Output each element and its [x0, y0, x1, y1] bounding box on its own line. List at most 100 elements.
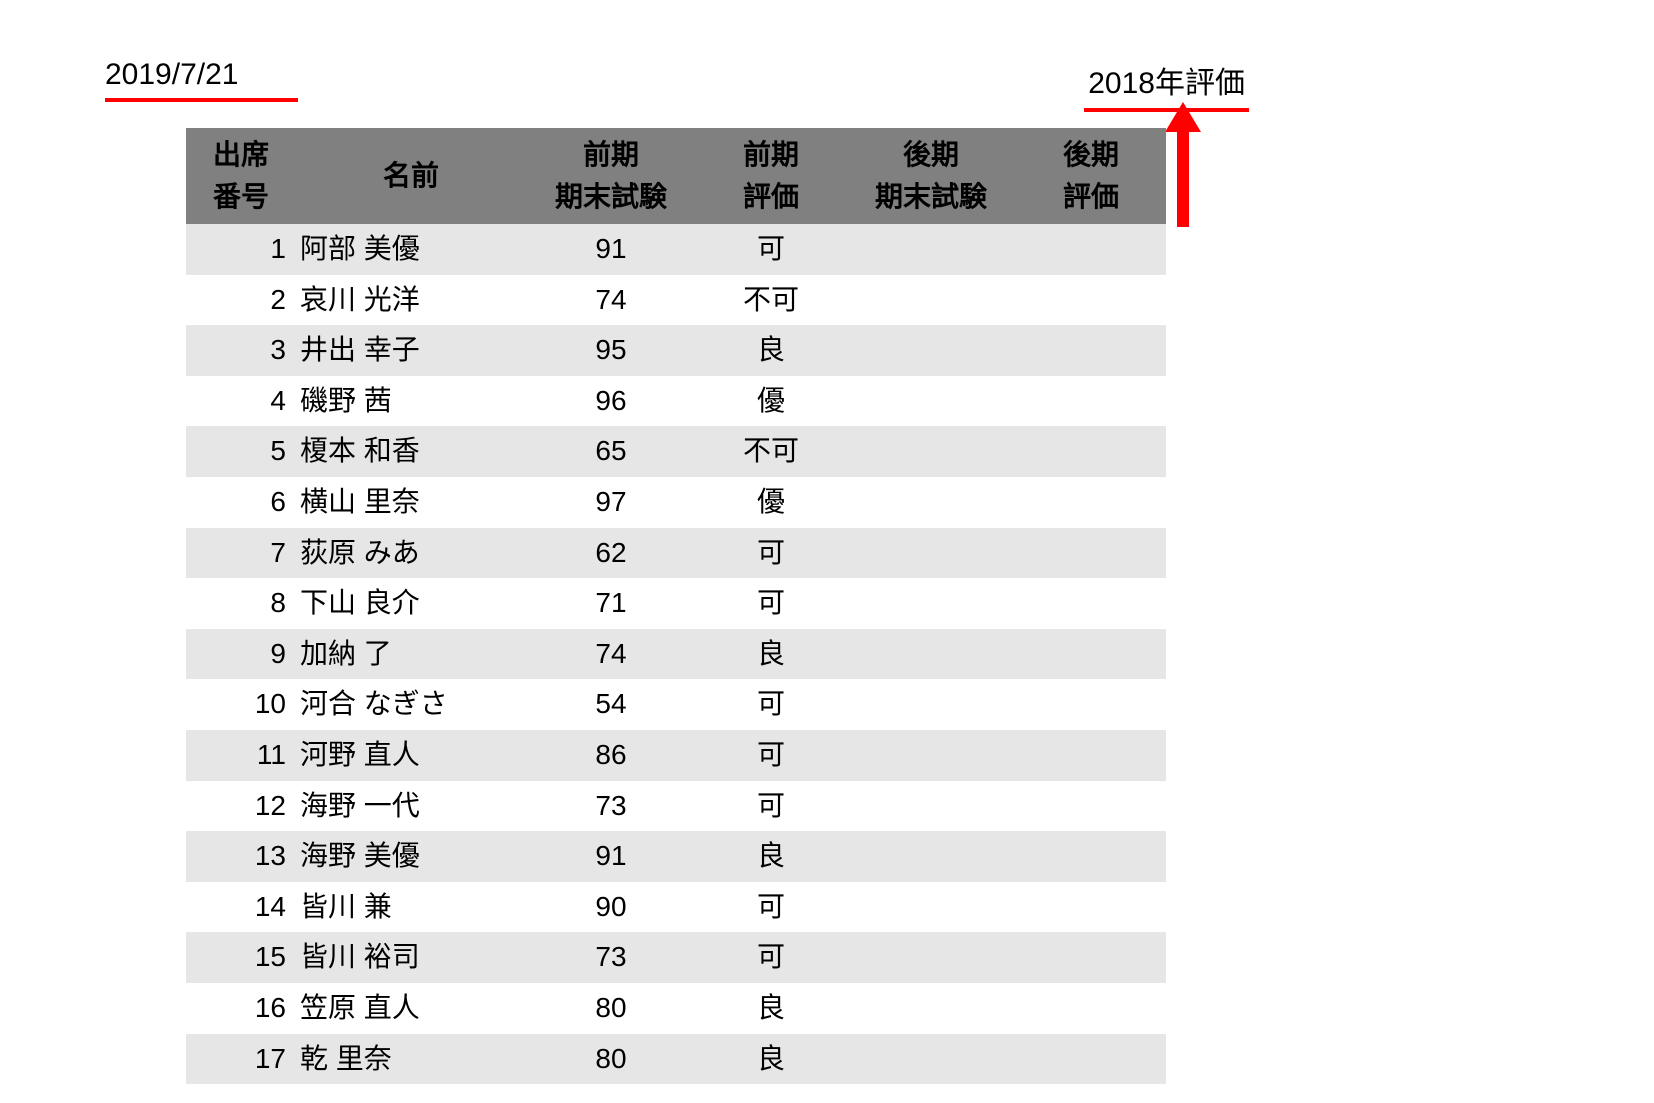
cell-name: 荻原 みあ	[296, 528, 526, 579]
cell-second-grade	[1016, 730, 1166, 781]
cell-first-grade: 可	[696, 781, 846, 832]
cell-first-exam: 54	[526, 679, 696, 730]
cell-second-grade	[1016, 376, 1166, 427]
cell-second-grade	[1016, 882, 1166, 933]
cell-second-grade	[1016, 679, 1166, 730]
col-header-second-grade-text: 後期評価	[1063, 139, 1119, 212]
cell-first-grade: 可	[696, 528, 846, 579]
table-row: 2哀川 光洋74不可	[186, 275, 1166, 326]
cell-second-exam	[846, 578, 1016, 629]
cell-seat-no: 15	[186, 932, 296, 983]
table-row: 6横山 里奈97優	[186, 477, 1166, 528]
table-header-row: 出席番号 名前 前期期末試験 前期評価 後期期末試験 後期評価	[186, 128, 1166, 224]
cell-seat-no: 14	[186, 882, 296, 933]
table-header: 出席番号 名前 前期期末試験 前期評価 後期期末試験 後期評価	[186, 128, 1166, 224]
cell-seat-no: 2	[186, 275, 296, 326]
cell-second-grade	[1016, 224, 1166, 275]
table-row: 13海野 美優91良	[186, 831, 1166, 882]
cell-seat-no: 10	[186, 679, 296, 730]
table-row: 7荻原 みあ62可	[186, 528, 1166, 579]
col-header-name-text: 名前	[383, 160, 439, 191]
cell-name: 皆川 裕司	[296, 932, 526, 983]
cell-seat-no: 3	[186, 325, 296, 376]
cell-name: 下山 良介	[296, 578, 526, 629]
cell-seat-no: 4	[186, 376, 296, 427]
date-label: 2019/7/21	[105, 58, 298, 102]
arrow-up-icon	[1165, 102, 1201, 132]
cell-second-exam	[846, 1034, 1016, 1085]
arrow-annotation	[1165, 102, 1201, 227]
cell-seat-no: 6	[186, 477, 296, 528]
col-header-seat-no: 出席番号	[186, 128, 296, 224]
cell-first-grade: 不可	[696, 426, 846, 477]
cell-seat-no: 8	[186, 578, 296, 629]
cell-second-exam	[846, 629, 1016, 680]
cell-first-grade: 良	[696, 325, 846, 376]
cell-name: 榎本 和香	[296, 426, 526, 477]
cell-seat-no: 13	[186, 831, 296, 882]
table-row: 4磯野 茜96優	[186, 376, 1166, 427]
cell-name: 皆川 兼	[296, 882, 526, 933]
cell-first-grade: 可	[696, 932, 846, 983]
cell-second-exam	[846, 781, 1016, 832]
col-header-first-grade-text: 前期評価	[743, 139, 799, 212]
cell-name: 河合 なぎさ	[296, 679, 526, 730]
cell-second-exam	[846, 983, 1016, 1034]
cell-second-exam	[846, 426, 1016, 477]
cell-first-exam: 95	[526, 325, 696, 376]
cell-name: 河野 直人	[296, 730, 526, 781]
cell-seat-no: 9	[186, 629, 296, 680]
cell-seat-no: 16	[186, 983, 296, 1034]
cell-first-exam: 80	[526, 983, 696, 1034]
arrow-stem	[1177, 132, 1189, 227]
cell-seat-no: 11	[186, 730, 296, 781]
cell-first-exam: 86	[526, 730, 696, 781]
cell-second-grade	[1016, 426, 1166, 477]
cell-first-exam: 73	[526, 781, 696, 832]
col-header-second-grade: 後期評価	[1016, 128, 1166, 224]
table-row: 12海野 一代73可	[186, 781, 1166, 832]
table-row: 10河合 なぎさ54可	[186, 679, 1166, 730]
cell-second-exam	[846, 679, 1016, 730]
col-header-first-exam: 前期期末試験	[526, 128, 696, 224]
cell-first-exam: 71	[526, 578, 696, 629]
cell-name: 哀川 光洋	[296, 275, 526, 326]
cell-first-grade: 可	[696, 679, 846, 730]
cell-second-grade	[1016, 932, 1166, 983]
table-row: 5榎本 和香65不可	[186, 426, 1166, 477]
cell-seat-no: 7	[186, 528, 296, 579]
col-header-second-exam-text: 後期期末試験	[875, 139, 987, 212]
table-row: 11河野 直人86可	[186, 730, 1166, 781]
cell-second-grade	[1016, 275, 1166, 326]
cell-second-exam	[846, 275, 1016, 326]
cell-name: 加納 了	[296, 629, 526, 680]
cell-first-exam: 80	[526, 1034, 696, 1085]
cell-first-grade: 優	[696, 477, 846, 528]
cell-name: 海野 美優	[296, 831, 526, 882]
cell-second-exam	[846, 325, 1016, 376]
table-row: 8下山 良介71可	[186, 578, 1166, 629]
cell-first-exam: 74	[526, 275, 696, 326]
cell-seat-no: 5	[186, 426, 296, 477]
cell-name: 横山 里奈	[296, 477, 526, 528]
cell-first-exam: 96	[526, 376, 696, 427]
cell-first-grade: 可	[696, 882, 846, 933]
cell-first-grade: 可	[696, 224, 846, 275]
cell-first-grade: 不可	[696, 275, 846, 326]
cell-second-grade	[1016, 983, 1166, 1034]
cell-second-exam	[846, 831, 1016, 882]
cell-name: 磯野 茜	[296, 376, 526, 427]
cell-second-grade	[1016, 477, 1166, 528]
cell-second-grade	[1016, 528, 1166, 579]
col-header-second-exam: 後期期末試験	[846, 128, 1016, 224]
cell-second-grade	[1016, 781, 1166, 832]
cell-second-grade	[1016, 325, 1166, 376]
cell-name: 乾 里奈	[296, 1034, 526, 1085]
cell-first-grade: 良	[696, 629, 846, 680]
cell-first-exam: 90	[526, 882, 696, 933]
cell-second-exam	[846, 477, 1016, 528]
col-header-seat-no-text: 出席番号	[213, 139, 269, 212]
cell-first-grade: 良	[696, 983, 846, 1034]
cell-first-grade: 良	[696, 1034, 846, 1085]
cell-second-exam	[846, 932, 1016, 983]
